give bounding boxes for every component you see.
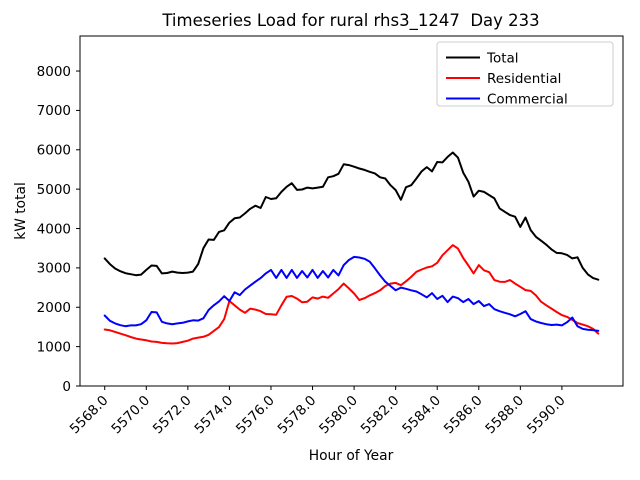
x-tick-label: 5590.0: [524, 393, 569, 438]
y-axis: 0 1000 2000 3000 4000 5000 6000 7000 8000: [37, 64, 80, 395]
y-tick-label: 4000: [37, 221, 71, 237]
legend-label-residential: Residential: [487, 71, 561, 87]
x-tick-label: 5582.0: [358, 393, 403, 438]
x-tick-label: 5572.0: [150, 393, 195, 438]
x-axis-label: Hour of Year: [309, 448, 394, 464]
x-tick-label: 5580.0: [316, 393, 361, 438]
x-tick-label: 5570.0: [108, 393, 153, 438]
legend-box: [436, 41, 614, 107]
x-tick-label: 5576.0: [233, 393, 278, 438]
y-tick-label: 7000: [37, 103, 71, 119]
x-tick-label: 5574.0: [192, 393, 237, 438]
series-line-residential: [103, 244, 600, 345]
axes-border: [79, 35, 624, 387]
chart-dynamic: 5568.05570.05572.05574.05576.05578.05580…: [37, 35, 624, 437]
y-axis-label: kW total: [13, 182, 29, 240]
legend-label-total: Total: [486, 50, 519, 66]
y-tick-label: 8000: [37, 64, 71, 80]
y-tick-label: 2000: [37, 300, 71, 316]
x-tick-label: 5568.0: [67, 393, 112, 438]
legend: Total Residential Commercial: [436, 41, 614, 107]
x-tick-label: 5584.0: [399, 393, 444, 438]
x-axis: 5568.05570.05572.05574.05576.05578.05580…: [67, 386, 569, 437]
y-tick-label: 3000: [37, 261, 71, 277]
y-tick-label: 6000: [37, 143, 71, 159]
x-tick-label: 5578.0: [275, 393, 320, 438]
x-tick-label: 5586.0: [441, 393, 486, 438]
y-tick-label: 0: [62, 379, 71, 395]
x-tick-label: 5588.0: [482, 393, 527, 438]
legend-label-commercial: Commercial: [487, 91, 568, 107]
y-tick-label: 5000: [37, 182, 71, 198]
series-line-total: [103, 151, 600, 281]
y-tick-label: 1000: [37, 339, 71, 355]
series-line-commercial: [103, 255, 600, 332]
chart-title: Timeseries Load for rural rhs3_1247 Day …: [161, 11, 539, 31]
